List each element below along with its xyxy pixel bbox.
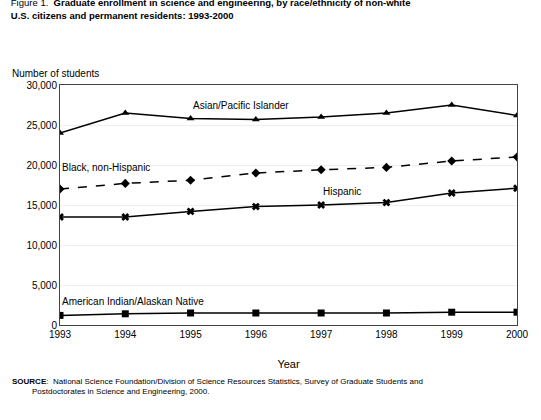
svg-text:15,000: 15,000 <box>26 200 57 211</box>
svg-text:2000: 2000 <box>506 329 529 340</box>
svg-text:1997: 1997 <box>310 329 333 340</box>
svg-text:5,000: 5,000 <box>32 280 57 291</box>
svg-text:0: 0 <box>51 320 57 331</box>
svg-text:Year: Year <box>277 358 300 370</box>
svg-text:1998: 1998 <box>375 329 398 340</box>
svg-text:Hispanic: Hispanic <box>323 186 361 197</box>
svg-text:1996: 1996 <box>245 329 268 340</box>
svg-text:1999: 1999 <box>441 329 464 340</box>
svg-text:Black, non-Hispanic: Black, non-Hispanic <box>62 162 150 173</box>
svg-text:American Indian/Alaskan Native: American Indian/Alaskan Native <box>62 296 204 307</box>
svg-text:20,000: 20,000 <box>26 160 57 171</box>
svg-text:Number of students: Number of students <box>12 68 99 79</box>
svg-text:30,000: 30,000 <box>26 80 57 91</box>
svg-text:1993: 1993 <box>49 329 72 340</box>
svg-text:1995: 1995 <box>179 329 202 340</box>
svg-text:1994: 1994 <box>114 329 137 340</box>
svg-text:Asian/Pacific Islander: Asian/Pacific Islander <box>193 100 289 111</box>
svg-text:Figure 1. Graduate enrollment: Figure 1. Graduate enrollment in science… <box>11 0 411 21</box>
svg-text:10,000: 10,000 <box>26 240 57 251</box>
svg-text:SOURCE: National Science Foun: SOURCE: National Science Foundation/Divi… <box>12 377 423 396</box>
svg-text:25,000: 25,000 <box>26 120 57 131</box>
